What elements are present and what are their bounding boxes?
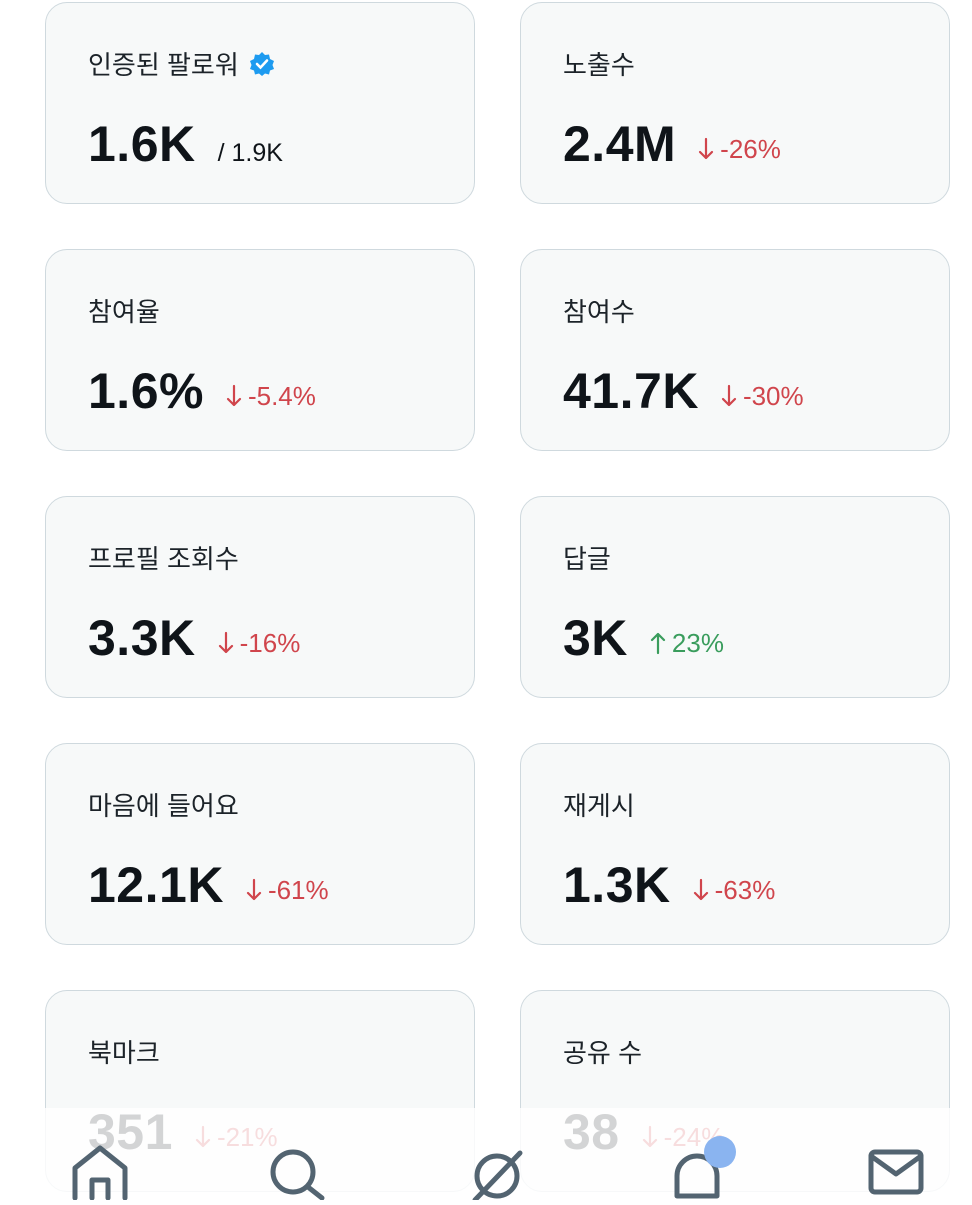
stat-change: -26% bbox=[698, 134, 781, 165]
card-label: 참여율 bbox=[88, 292, 160, 329]
trend-arrow bbox=[218, 631, 233, 654]
trend-arrow bbox=[246, 878, 262, 901]
stat-value: 12.1K bbox=[88, 857, 224, 913]
change-text: -30% bbox=[742, 380, 804, 411]
change-text: -5.4% bbox=[247, 380, 316, 411]
stat-value: 41.7K bbox=[563, 363, 699, 419]
stat-change: -63% bbox=[693, 874, 776, 906]
label-text: 프로필 조회수 bbox=[88, 544, 239, 574]
stat-total: / 1.9K bbox=[217, 139, 283, 167]
label-text: 답글 bbox=[563, 544, 611, 574]
change-text: -63% bbox=[714, 874, 776, 905]
stat-value: 2.4M bbox=[563, 116, 677, 172]
stat-card: 답글 3K 23% bbox=[520, 496, 950, 698]
card-label: 공유 수 bbox=[563, 1033, 642, 1070]
label-text: 재게시 bbox=[563, 791, 635, 821]
card-label: 프로필 조회수 bbox=[88, 539, 239, 576]
stat-card: 재게시 1.3K -63% bbox=[520, 743, 950, 945]
stat-change: -16% bbox=[218, 627, 301, 659]
stat-change: -30% bbox=[721, 381, 804, 412]
stat-value: 1.6K bbox=[88, 116, 196, 172]
card-row: 1.3K -63% bbox=[563, 856, 775, 914]
card-label: 마음에 들어요 bbox=[88, 786, 239, 823]
change-text: -16% bbox=[239, 627, 301, 658]
card-label: 재게시 bbox=[563, 786, 635, 823]
stat-change: 23% bbox=[650, 628, 724, 659]
card-row: 1.6% -5.4% bbox=[88, 362, 316, 420]
card-label: 참여수 bbox=[563, 292, 635, 329]
change-text: -26% bbox=[720, 133, 781, 164]
card-label: 인증된 팔로워 bbox=[88, 45, 275, 82]
notifications-icon[interactable] bbox=[674, 1136, 736, 1199]
bottom-nav bbox=[0, 1108, 972, 1203]
stat-value: 1.3K bbox=[563, 857, 671, 913]
stat-card: 프로필 조회수 3.3K -16% bbox=[45, 496, 475, 698]
label-text: 참여율 bbox=[88, 297, 160, 327]
trend-arrow bbox=[226, 384, 242, 407]
label-text: 마음에 들어요 bbox=[88, 791, 239, 821]
verified-badge bbox=[249, 51, 274, 76]
card-row: 3.3K -16% bbox=[88, 609, 300, 667]
change-text: 23% bbox=[671, 627, 724, 658]
card-label: 답글 bbox=[563, 539, 611, 576]
messages-icon[interactable] bbox=[868, 1149, 924, 1195]
stat-value: 3K bbox=[563, 610, 628, 666]
label-text: 인증된 팔로워 bbox=[88, 50, 239, 80]
label-text: 공유 수 bbox=[563, 1038, 642, 1068]
stat-change: -61% bbox=[246, 875, 329, 906]
stat-card: 노출수 2.4M -26% bbox=[520, 2, 950, 204]
card-row: 1.6K / 1.9K bbox=[88, 115, 283, 173]
stat-value: 3.3K bbox=[88, 610, 196, 666]
stat-value: 1.6% bbox=[88, 363, 204, 419]
stat-card: 참여수 41.7K -30% bbox=[520, 249, 950, 451]
card-label: 북마크 bbox=[88, 1033, 160, 1070]
card-row: 41.7K -30% bbox=[563, 362, 804, 420]
trend-arrow bbox=[699, 137, 714, 160]
label-text: 참여수 bbox=[563, 297, 635, 327]
trend-arrow bbox=[693, 878, 708, 901]
label-text: 노출수 bbox=[563, 50, 635, 80]
grok-icon[interactable] bbox=[472, 1150, 523, 1203]
stat-change: -5.4% bbox=[226, 381, 316, 412]
search-icon[interactable] bbox=[270, 1149, 325, 1201]
stat-card: 인증된 팔로워 1.6K / 1.9K bbox=[45, 2, 475, 204]
card-row: 12.1K -61% bbox=[88, 856, 329, 914]
stat-card: 참여율 1.6% -5.4% bbox=[45, 249, 475, 451]
label-text: 북마크 bbox=[88, 1038, 160, 1068]
stat-card: 마음에 들어요 12.1K -61% bbox=[45, 743, 475, 945]
trend-arrow bbox=[721, 384, 737, 407]
change-text: -61% bbox=[267, 874, 329, 905]
nav-icons bbox=[72, 1136, 924, 1203]
trend-arrow bbox=[650, 632, 666, 655]
home-icon[interactable] bbox=[72, 1145, 128, 1201]
card-row: 2.4M -26% bbox=[563, 115, 781, 173]
card-label: 노출수 bbox=[563, 45, 635, 82]
card-row: 3K 23% bbox=[563, 609, 724, 667]
